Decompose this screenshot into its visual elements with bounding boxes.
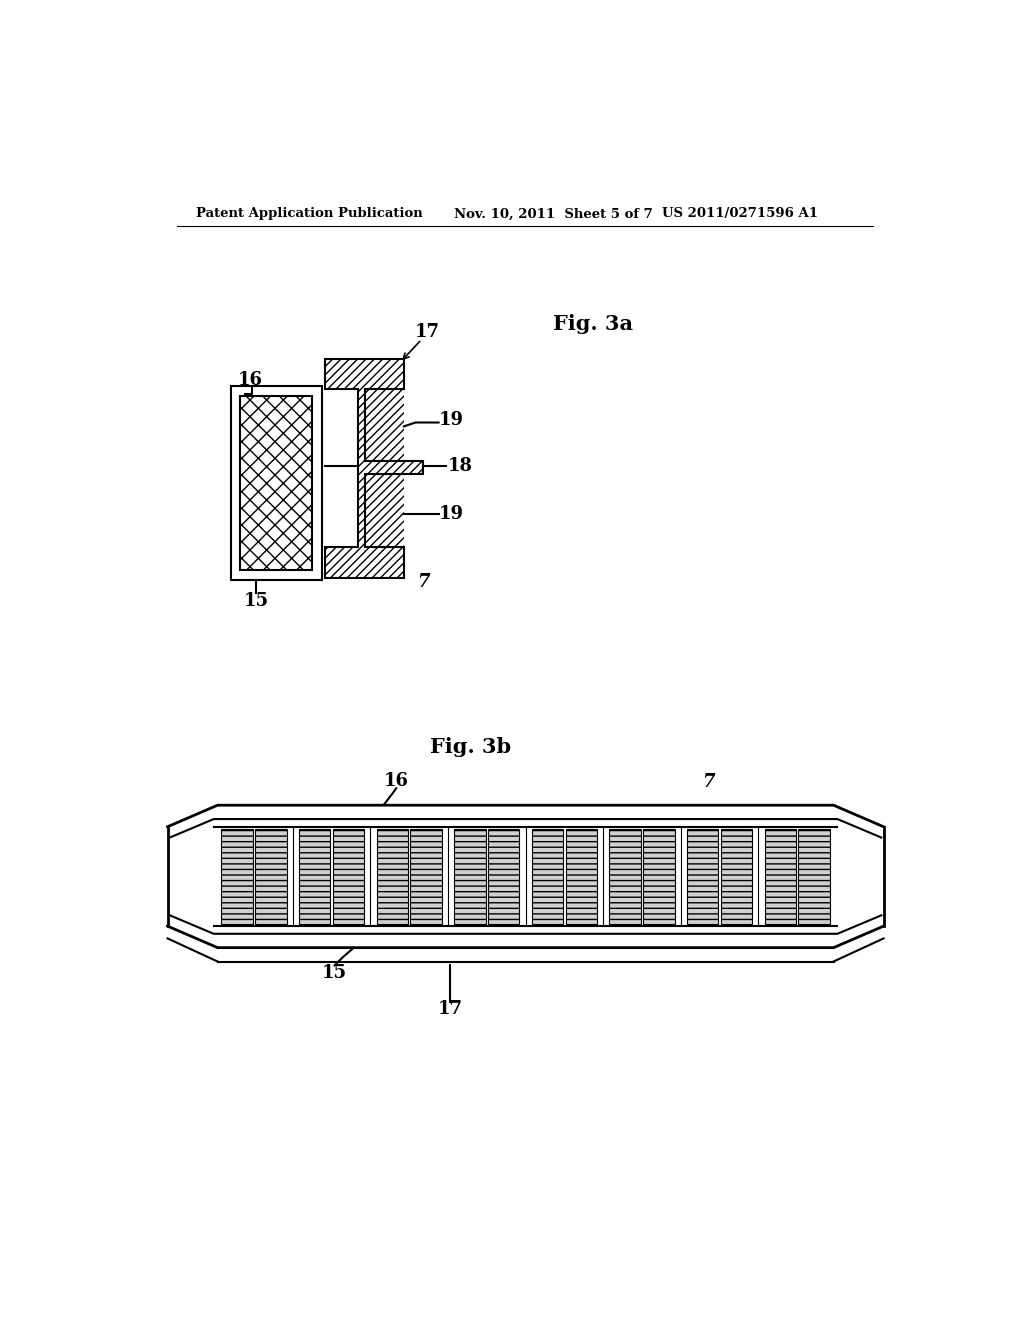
Bar [565,829,597,924]
Text: Fig. 3a: Fig. 3a [553,314,633,334]
Bar [411,829,441,924]
Text: 15: 15 [322,964,347,982]
Bar [299,829,331,924]
Bar [255,829,287,924]
Text: 15: 15 [244,593,268,610]
Text: 19: 19 [438,412,464,429]
Bar [403,461,423,474]
Bar [357,389,403,548]
Bar [377,829,408,924]
Bar [687,829,719,924]
Text: Nov. 10, 2011  Sheet 5 of 7: Nov. 10, 2011 Sheet 5 of 7 [454,207,652,220]
Text: US 2011/0271596 A1: US 2011/0271596 A1 [662,207,818,220]
Bar [325,359,403,389]
Text: 17: 17 [437,1001,463,1018]
Bar [643,829,675,924]
Bar [609,829,641,924]
Text: 7: 7 [701,774,715,791]
Text: 19: 19 [438,506,464,523]
Bar [240,396,312,570]
Bar [799,829,829,924]
Text: 18: 18 [447,458,473,475]
Bar [455,829,485,924]
Text: 16: 16 [384,772,409,789]
Text: 16: 16 [238,371,262,389]
Text: 17: 17 [415,322,439,341]
Bar [488,829,519,924]
Bar [765,829,796,924]
Bar [333,829,365,924]
Bar [221,829,253,924]
Text: Patent Application Publication: Patent Application Publication [196,207,423,220]
Bar [230,385,322,581]
Text: 7: 7 [417,573,429,591]
Text: Fig. 3b: Fig. 3b [430,738,511,758]
Polygon shape [325,359,423,578]
Bar [531,829,563,924]
Bar [325,548,403,578]
Bar [721,829,752,924]
